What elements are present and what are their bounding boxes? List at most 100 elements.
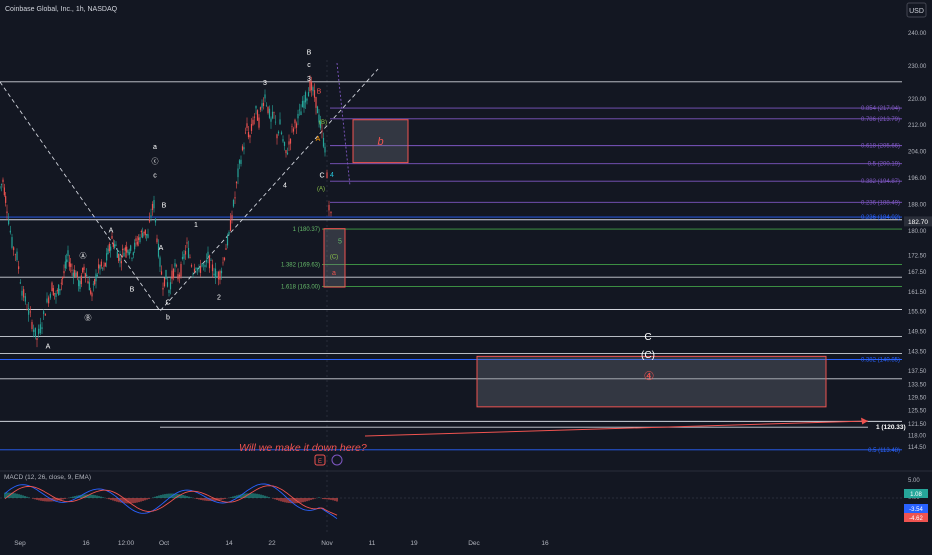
candle-body	[15, 254, 16, 255]
candle-body	[147, 234, 148, 238]
fib-level-label: 0.5 (200.19)	[868, 162, 900, 168]
macd-histogram-bar	[272, 498, 273, 499]
macd-histogram-bar	[22, 495, 23, 498]
candle-body	[231, 215, 232, 219]
macd-histogram-bar	[132, 498, 133, 503]
candle-body	[95, 274, 96, 282]
wave-label: ⓒ	[152, 158, 159, 166]
green-level-label: 1.382 (169.63)	[281, 263, 320, 269]
candle-body	[13, 247, 14, 250]
macd-histogram-bar	[36, 498, 37, 500]
macd-histogram-bar	[202, 498, 203, 500]
macd-histogram-bar	[28, 497, 29, 498]
candle-body	[63, 271, 64, 273]
wave-label: c	[307, 62, 311, 69]
macd-histogram-bar	[276, 498, 277, 500]
macd-histogram-bar	[234, 496, 235, 498]
y-tick-label: 220.00	[908, 97, 927, 103]
wave-label: C	[319, 173, 324, 180]
candle-body	[115, 245, 116, 246]
candle-body	[194, 269, 195, 272]
candle-body	[186, 242, 187, 243]
macd-histogram-bar	[198, 498, 199, 499]
wave-label: 4	[283, 182, 287, 189]
candle-body	[294, 120, 295, 124]
y-tick-label: 167.50	[908, 270, 927, 276]
candle-body	[326, 172, 327, 178]
y-tick-label: 155.50	[908, 310, 927, 316]
y-tick-label: 121.50	[908, 422, 927, 428]
zone-label-circle-4: ④	[644, 369, 655, 383]
candle-body	[212, 264, 213, 271]
macd-histogram-bar	[12, 493, 13, 498]
candle-body	[330, 212, 331, 213]
y-tick-label: 196.00	[908, 176, 927, 182]
macd-histogram-bar	[102, 497, 103, 498]
macd-histogram-bar	[46, 498, 47, 501]
candle-body	[153, 200, 154, 208]
wave-label: c	[153, 173, 157, 180]
candle-body	[142, 233, 143, 238]
candle-body	[91, 293, 92, 296]
candle-body	[74, 270, 75, 277]
candle-body	[285, 150, 286, 153]
candle-body	[180, 264, 181, 277]
candle-body	[299, 110, 300, 111]
y-tick-label: 114.50	[908, 445, 927, 451]
candle-body	[209, 255, 210, 268]
fib-level-label: 0.236 (188.49)	[861, 200, 900, 206]
macd-histogram-bar	[314, 498, 315, 499]
candle-body	[288, 141, 289, 144]
macd-histogram-bar	[92, 495, 93, 498]
macd-histogram-bar	[264, 496, 265, 498]
candle-body	[296, 123, 297, 127]
wave-label: 3	[307, 76, 311, 83]
candle-body	[152, 204, 153, 210]
candle-body	[206, 260, 207, 262]
macd-histogram-bar	[116, 498, 117, 502]
macd-histogram-bar	[160, 495, 161, 498]
candle-body	[328, 205, 329, 210]
candle-body	[25, 296, 26, 301]
macd-histogram-bar	[336, 498, 337, 501]
macd-histogram-bar	[166, 494, 167, 498]
macd-histogram-bar	[152, 497, 153, 498]
fib-level-label: 0.786 (213.79)	[861, 117, 900, 123]
candle-body	[222, 263, 223, 264]
candle-body	[201, 264, 202, 267]
y-tick-label: 129.50	[908, 395, 927, 401]
candle-body	[198, 267, 199, 268]
candle-body	[275, 122, 276, 123]
macd-histogram-bar	[114, 498, 115, 501]
candle-body	[20, 282, 21, 283]
candle-body	[30, 312, 31, 313]
candle-body	[273, 112, 274, 113]
candle-body	[90, 290, 91, 293]
candle-body	[53, 288, 54, 295]
wave-label: 5	[338, 239, 342, 246]
macd-histogram-bar	[304, 498, 305, 502]
candle-body	[179, 275, 180, 277]
fib-level-label: 0.618 (205.66)	[861, 144, 900, 150]
candle-body	[40, 324, 41, 333]
candle-body	[204, 265, 205, 267]
macd-histogram-bar	[70, 497, 71, 498]
candle-body	[127, 250, 128, 253]
x-tick-label: 16	[82, 540, 90, 547]
candle-body	[61, 283, 62, 284]
macd-histogram-bar	[186, 496, 187, 498]
candle-body	[122, 249, 123, 250]
candle-body	[278, 132, 279, 134]
last-price-label: 182.70	[908, 219, 928, 226]
candle-body	[192, 274, 193, 275]
macd-histogram-bar	[278, 498, 279, 501]
candle-body	[227, 236, 228, 245]
macd-histogram-bar	[106, 498, 107, 499]
candle-body	[218, 272, 219, 280]
y-tick-label: 172.50	[908, 254, 927, 260]
x-tick-label: 22	[268, 540, 276, 547]
macd-histogram-bar	[200, 498, 201, 500]
candle-body	[79, 281, 80, 289]
candle-body	[305, 92, 306, 102]
